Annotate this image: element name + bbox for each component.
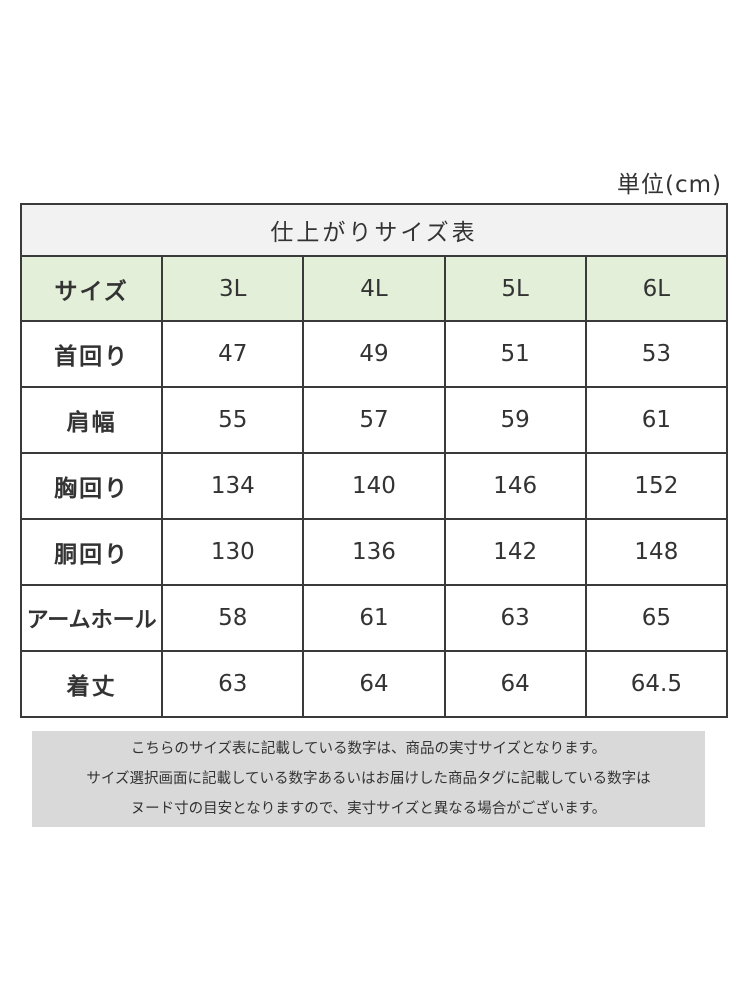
- table-row: 胴回り 130 136 142 148: [19, 518, 729, 586]
- table-cell: 148: [584, 518, 729, 586]
- row-label: アームホール: [19, 584, 164, 652]
- table-cell: 130: [161, 518, 305, 586]
- size-note-box: こちらのサイズ表に記載している数字は、商品の実寸サイズとなります。 サイズ選択画…: [32, 731, 705, 827]
- table-row: 肩幅 55 57 59 61: [19, 386, 729, 454]
- table-cell: 136: [302, 518, 446, 586]
- table-cell: 51: [443, 320, 587, 388]
- row-label: 着丈: [19, 650, 164, 718]
- size-header-cell: 4L: [302, 255, 446, 322]
- table-cell: 142: [443, 518, 587, 586]
- size-chart-table: 仕上がりサイズ表 サイズ 3L 4L 5L 6L 首回り 47 49 51 53…: [19, 203, 729, 718]
- table-cell: 49: [302, 320, 446, 388]
- table-cell: 65: [584, 584, 729, 652]
- table-cell: 152: [584, 452, 729, 520]
- table-row: 首回り 47 49 51 53: [19, 320, 729, 388]
- table-row: 着丈 63 64 64 64.5: [19, 650, 729, 718]
- table-cell: 57: [302, 386, 446, 454]
- size-header-cell: 3L: [161, 255, 305, 322]
- table-cell: 63: [161, 650, 305, 718]
- table-title-row: 仕上がりサイズ表: [20, 203, 728, 257]
- size-header-cell: 5L: [443, 255, 587, 322]
- table-title: 仕上がりサイズ表: [20, 203, 728, 257]
- table-cell: 64: [443, 650, 587, 718]
- row-label: 胸回り: [19, 452, 164, 520]
- unit-label: 単位(cm): [617, 172, 722, 198]
- table-row: アームホール 58 61 63 65: [19, 584, 729, 652]
- table-header-row: サイズ 3L 4L 5L 6L: [19, 255, 729, 322]
- table-cell: 47: [161, 320, 305, 388]
- note-line: サイズ選択画面に記載している数字あるいはお届けした商品タグに記載している数字は: [86, 771, 651, 787]
- row-label: 首回り: [19, 320, 164, 388]
- table-cell: 53: [584, 320, 729, 388]
- size-header-cell: 6L: [584, 255, 729, 322]
- table-row: 胸回り 134 140 146 152: [19, 452, 729, 520]
- table-cell: 55: [161, 386, 305, 454]
- table-cell: 58: [161, 584, 305, 652]
- table-cell: 64.5: [584, 650, 729, 718]
- table-cell: 61: [302, 584, 446, 652]
- table-cell: 61: [584, 386, 729, 454]
- row-label: 胴回り: [19, 518, 164, 586]
- row-label: 肩幅: [19, 386, 164, 454]
- table-cell: 140: [302, 452, 446, 520]
- table-cell: 64: [302, 650, 446, 718]
- table-cell: 146: [443, 452, 587, 520]
- note-line: ヌード寸の目安となりますので、実寸サイズと異なる場合がございます。: [130, 801, 607, 817]
- table-cell: 63: [443, 584, 587, 652]
- size-column-header: サイズ: [19, 255, 164, 322]
- note-line: こちらのサイズ表に記載している数字は、商品の実寸サイズとなります。: [130, 741, 607, 757]
- table-cell: 59: [443, 386, 587, 454]
- table-cell: 134: [161, 452, 305, 520]
